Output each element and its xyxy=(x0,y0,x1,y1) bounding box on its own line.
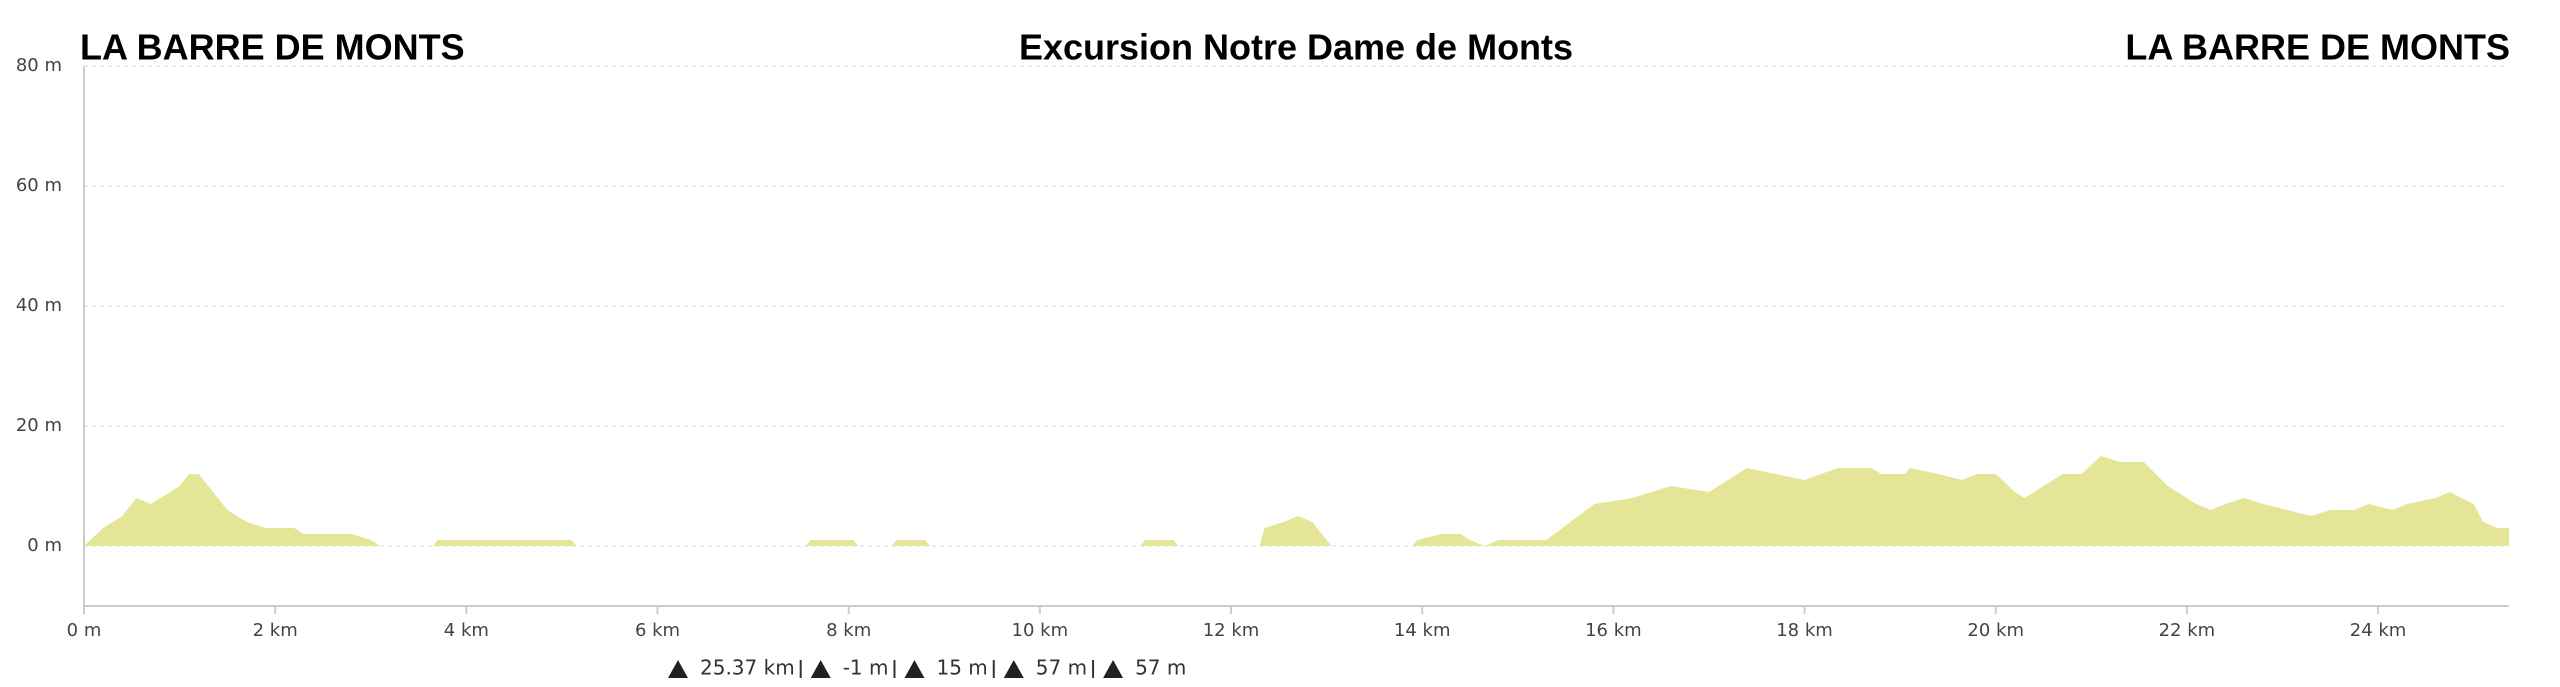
y-tick-label: 0 m xyxy=(27,535,62,556)
stat-value: 57 m xyxy=(1036,656,1087,680)
stat-icon xyxy=(904,660,925,678)
start-label: LA BARRE DE MONTS xyxy=(80,27,465,68)
elevation-area xyxy=(84,456,2509,546)
x-tick-label: 22 km xyxy=(2159,620,2216,641)
stat-icon xyxy=(810,660,831,678)
y-tick-label: 20 m xyxy=(16,415,62,436)
x-tick-label: 2 km xyxy=(253,620,298,641)
x-tick-label: 14 km xyxy=(1394,620,1451,641)
end-label: LA BARRE DE MONTS xyxy=(2125,27,2510,68)
x-tick-label: 4 km xyxy=(444,620,489,641)
x-tick-label: 18 km xyxy=(1776,620,1833,641)
y-tick-label: 80 m xyxy=(16,55,62,76)
x-tick-label: 24 km xyxy=(2350,620,2407,641)
x-tick-label: 8 km xyxy=(826,620,871,641)
stat-value: -1 m xyxy=(843,656,889,680)
x-tick-label: 6 km xyxy=(635,620,680,641)
x-tick-label: 12 km xyxy=(1203,620,1260,641)
chart-title: Excursion Notre Dame de Monts xyxy=(1019,27,1573,68)
x-tick-label: 10 km xyxy=(1012,620,1069,641)
x-tick-label: 0 m xyxy=(67,620,102,641)
y-tick-label: 60 m xyxy=(16,175,62,196)
x-tick-label: 16 km xyxy=(1585,620,1642,641)
stat-icon xyxy=(1003,660,1024,678)
y-tick-label: 40 m xyxy=(16,295,62,316)
x-tick-label: 20 km xyxy=(1967,620,2024,641)
stat-value: 25.37 km xyxy=(700,656,795,680)
stat-value: 57 m xyxy=(1135,656,1186,680)
stat-icon xyxy=(1103,660,1124,678)
stat-icon xyxy=(668,660,688,678)
stat-value: 15 m xyxy=(936,656,987,680)
